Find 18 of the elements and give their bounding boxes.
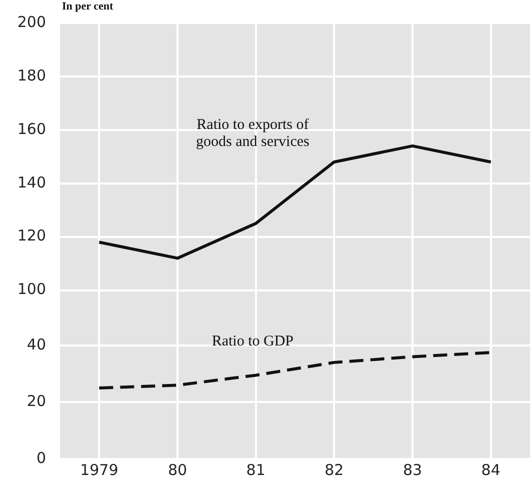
y-tick-label: 140	[17, 173, 46, 192]
series-label: Ratio to GDP	[212, 333, 294, 350]
x-tick-label: 84	[481, 460, 500, 479]
x-tick-label: 82	[324, 460, 344, 479]
x-tick-label: 81	[246, 460, 266, 479]
y-tick-label: 120	[17, 226, 46, 245]
y-tick-label: 40	[26, 335, 46, 354]
series-label: Ratio to exports of goods and services	[196, 116, 310, 150]
y-tick-label: 0	[36, 448, 46, 467]
y-axis-title: In per cent	[62, 0, 114, 12]
x-tick-label: 1979	[80, 460, 118, 479]
x-tick-label: 83	[402, 460, 422, 479]
x-tick-label: 80	[168, 460, 188, 479]
y-tick-label: 100	[17, 280, 46, 298]
y-tick-label: 200	[17, 12, 46, 31]
y-tick-label: 160	[17, 120, 46, 138]
y-tick-label: 180	[17, 66, 46, 84]
y-tick-label: 20	[26, 392, 46, 410]
